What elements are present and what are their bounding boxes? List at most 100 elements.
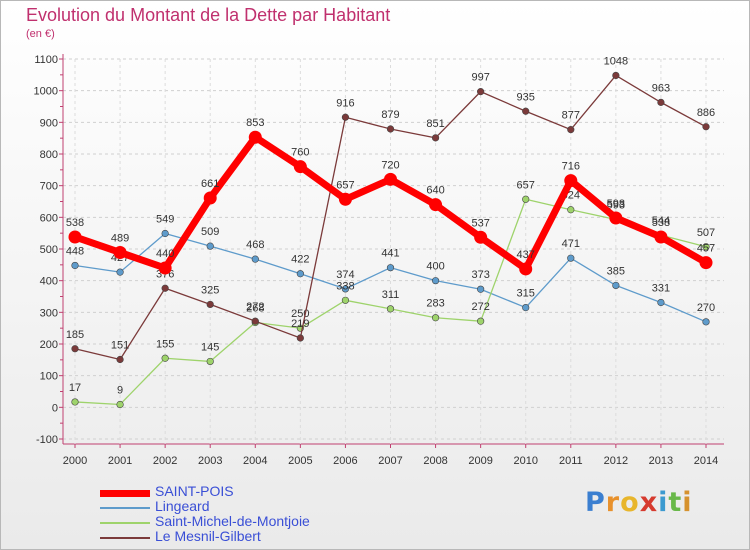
data-label: 489	[111, 232, 129, 244]
logo-letter: i	[682, 487, 693, 518]
y-tick-label: 0	[52, 402, 58, 414]
x-tick-label: 2006	[333, 455, 357, 467]
data-point	[296, 334, 304, 342]
x-tick-label: 2005	[288, 455, 312, 467]
data-point	[431, 277, 440, 285]
data-point	[113, 245, 127, 259]
data-label: 9	[117, 384, 123, 396]
data-point	[386, 125, 395, 133]
logo-letter: P	[585, 487, 606, 518]
data-point	[161, 284, 169, 292]
x-tick-label: 2000	[63, 455, 87, 467]
data-label: 270	[697, 302, 715, 314]
data-point	[702, 243, 710, 251]
data-point	[68, 230, 82, 244]
data-label: 457	[697, 243, 715, 255]
data-label: 853	[246, 117, 264, 129]
data-point	[612, 281, 620, 290]
data-label: 716	[562, 161, 580, 173]
x-tick-label: 2004	[243, 455, 267, 467]
data-label: 963	[652, 82, 670, 94]
data-point	[158, 261, 172, 275]
y-tick-label: -100	[36, 434, 58, 446]
x-tick-label: 2003	[198, 455, 222, 467]
data-label: 760	[291, 147, 309, 159]
data-label: 374	[336, 269, 354, 281]
data-label: 598	[607, 198, 625, 210]
data-point	[161, 229, 169, 238]
chart-title: Evolution du Montant de la Dette par Hab…	[26, 5, 391, 25]
data-point	[386, 264, 395, 272]
data-point	[567, 126, 575, 134]
data-point	[702, 318, 710, 326]
data-point	[161, 354, 169, 362]
legend-swatch	[100, 522, 150, 524]
data-label: 17	[69, 382, 81, 394]
data-label: 422	[291, 254, 309, 266]
data-label: 373	[471, 269, 489, 281]
data-label: 272	[246, 301, 264, 313]
data-point	[384, 172, 397, 186]
legend-item: Le Mesnil-Gilbert	[100, 528, 360, 545]
data-point	[702, 123, 710, 131]
data-point	[522, 107, 530, 115]
data-label: 311	[382, 289, 400, 301]
data-point	[522, 195, 530, 203]
data-point	[657, 298, 665, 307]
data-point	[341, 285, 350, 293]
data-point	[386, 305, 395, 313]
data-point	[116, 268, 124, 276]
data-label: 471	[562, 238, 580, 250]
data-label: 538	[652, 217, 670, 229]
data-label: 440	[156, 248, 174, 260]
data-label: 219	[291, 318, 309, 330]
legend-label: Le Mesnil-Gilbert	[155, 528, 261, 544]
data-label: 549	[156, 213, 174, 225]
legend-label: SAINT-POIS	[155, 483, 234, 499]
x-tick-label: 2014	[694, 455, 718, 467]
data-label: 640	[426, 185, 444, 197]
x-tick-label: 2011	[559, 455, 583, 467]
data-point	[251, 317, 259, 325]
data-point	[431, 314, 440, 322]
data-label: 283	[426, 298, 444, 310]
x-tick-label: 2008	[423, 455, 447, 467]
logo-letter: t	[668, 487, 683, 518]
logo-letter: x	[639, 487, 659, 518]
data-point	[567, 206, 575, 214]
data-label: 851	[426, 118, 444, 130]
data-point	[71, 261, 79, 270]
data-label: 185	[66, 329, 84, 341]
logo-letter: r	[605, 487, 621, 518]
data-point	[203, 191, 217, 205]
data-label: 720	[381, 159, 399, 171]
legend-swatch	[100, 507, 150, 509]
y-tick-label: 1000	[34, 86, 58, 98]
data-point	[477, 285, 485, 293]
data-point	[206, 300, 214, 309]
data-point	[477, 317, 485, 325]
proxiti-logo: Proxiti	[585, 487, 693, 518]
logo-letter: o	[620, 487, 640, 518]
legend-label: Saint-Michel-de-Montjoie	[155, 513, 310, 529]
data-point	[71, 398, 79, 406]
data-label: 437	[517, 249, 535, 261]
y-tick-label: 500	[40, 244, 58, 256]
data-label: 537	[471, 217, 489, 229]
legend: SAINT-POIS Lingeard Saint-Michel-de-Montjo…	[100, 483, 360, 545]
data-label: 935	[517, 91, 535, 103]
data-label: 441	[381, 248, 399, 260]
logo-letter: i	[658, 487, 669, 518]
data-point	[296, 270, 304, 278]
data-point	[477, 88, 485, 96]
data-label: 268	[246, 302, 264, 314]
data-point	[206, 242, 214, 250]
x-tick-label: 2001	[108, 455, 132, 467]
data-label: 468	[246, 239, 264, 251]
data-point	[71, 345, 79, 353]
data-point	[338, 192, 352, 206]
data-label: 877	[562, 110, 580, 122]
legend-swatch	[100, 489, 150, 497]
data-label: 916	[336, 97, 354, 109]
legend-label: Lingeard	[155, 498, 210, 514]
